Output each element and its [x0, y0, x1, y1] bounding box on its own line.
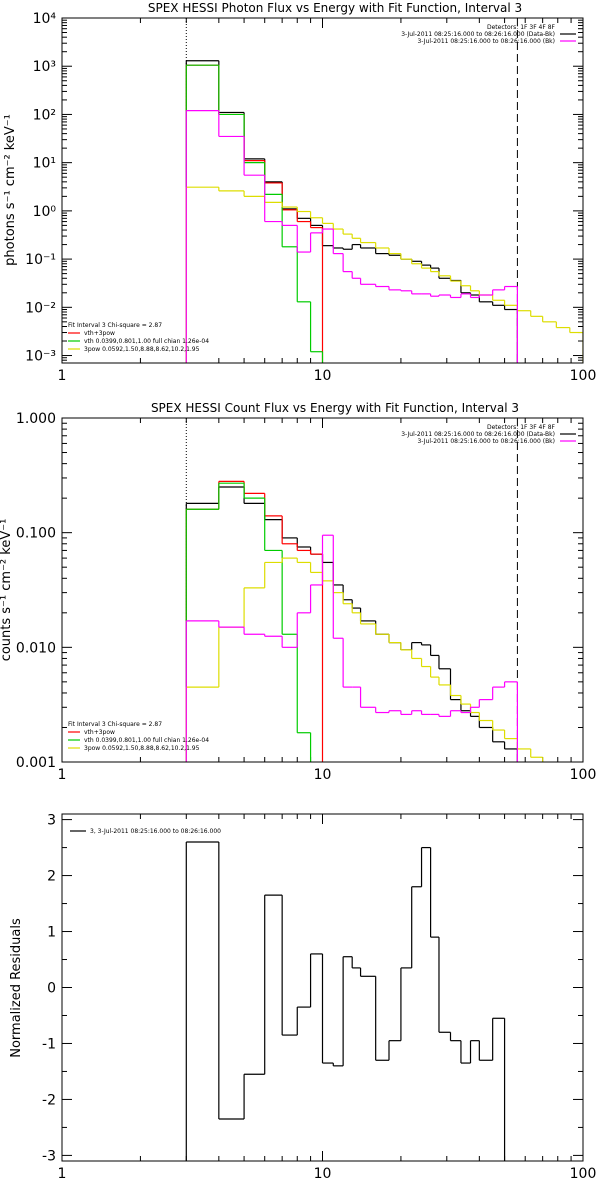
photon-legend-entry: Detectors: 1F 3F 4F 8F — [487, 24, 556, 31]
count-chart-title: SPEX HESSI Count Flux vs Energy with Fit… — [151, 401, 519, 415]
photon-series-3 — [185, 186, 583, 363]
count-flux-panel: SPEX HESSI Count Flux vs Energy with Fit… — [0, 401, 597, 783]
count-y-tick-label: 0.010 — [16, 640, 56, 656]
residuals-series-0 — [185, 841, 506, 1161]
count-x-tick-label: 100 — [570, 767, 597, 783]
photon-x-tick-label: 10 — [314, 368, 332, 384]
photon-y-tick-label: 10³ — [33, 59, 56, 75]
residuals-y-tick-label: -2 — [42, 1092, 56, 1108]
count-legend-entry: 3-Jul-2011 08:25:16.000 to 08:26:16.000 … — [401, 431, 555, 438]
photon-plot-frame — [61, 17, 584, 364]
count-legend-entry: 3pow 0.0592,1.50,8.88,8.62,10.2,1.95 — [84, 745, 200, 752]
residuals-plot-frame — [61, 813, 584, 1162]
photon-legend-entry: 3-Jul-2011 08:25:16.000 to 08:26:16.000 … — [417, 38, 555, 45]
count-legend-top: Detectors: 1F 3F 4F 8F3-Jul-2011 08:25:1… — [401, 424, 576, 445]
residuals-x-tick-label: 1 — [58, 1166, 67, 1182]
count-x-tick-label: 1 — [58, 767, 67, 783]
photon-y-tick-label: 10⁰ — [33, 204, 57, 220]
count-legend-entry: 3-Jul-2011 08:25:16.000 to 08:26:16.000 … — [417, 438, 555, 445]
residuals-legend-top: 3, 3-Jul-2011 08:25:16.000 to 08:26:16.0… — [70, 828, 221, 835]
photon-series-2 — [185, 64, 324, 363]
photon-y-tick-label: 10⁻¹ — [25, 252, 56, 268]
count-series-4 — [185, 534, 519, 762]
count-y-tick-label: 0.001 — [16, 755, 56, 771]
photon-legend-top: Detectors: 1F 3F 4F 8F3-Jul-2011 08:25:1… — [401, 24, 576, 45]
photon-legend-entry: 3-Jul-2011 08:25:16.000 to 08:26:16.000 … — [401, 31, 555, 38]
count-legend-entry: vth 0.0399,0.801,1.00 full chian 1.26e-0… — [84, 737, 209, 744]
count-series-2 — [185, 482, 312, 762]
count-plot-frame — [61, 417, 584, 763]
photon-legend-entry: Fit Interval 3 Chi-square = 2.87 — [68, 322, 162, 329]
photon-y-tick-label: 10⁻² — [25, 300, 56, 316]
count-legend-entry: Detectors: 1F 3F 4F 8F — [487, 424, 556, 431]
photon-series-4 — [185, 110, 519, 363]
photon-legend-entry: 3pow 0.0592,1.50,8.88,8.62,10.2,1.95 — [84, 346, 200, 353]
photon-series-1 — [185, 64, 324, 363]
photon-series-0 — [185, 60, 519, 363]
count-legend-entry: vth+3pow — [84, 729, 115, 736]
photon-x-tick-label: 1 — [58, 368, 67, 384]
residuals-x-tick-label: 100 — [570, 1166, 597, 1182]
photon-legend-bottom: Fit Interval 3 Chi-square = 2.87vth+3pow… — [68, 322, 209, 353]
count-x-tick-label: 10 — [314, 767, 332, 783]
residuals-x-tick-label: 10 — [314, 1166, 332, 1182]
photon-y-tick-label: 10⁴ — [33, 11, 57, 27]
residuals-legend-entry: 3, 3-Jul-2011 08:25:16.000 to 08:26:16.0… — [90, 828, 221, 835]
photon-legend-entry: vth 0.0399,0.801,1.00 full chian 1.26e-0… — [84, 338, 209, 345]
count-y-tick-label: 0.100 — [16, 526, 56, 542]
residuals-y-tick-label: 3 — [47, 813, 56, 829]
residuals-y-tick-label: 0 — [47, 981, 56, 997]
count-legend-bottom: Fit Interval 3 Chi-square = 2.87vth+3pow… — [68, 721, 209, 752]
count-series-1 — [185, 480, 324, 762]
photon-legend-entry: vth+3pow — [84, 330, 115, 337]
photon-flux-panel: SPEX HESSI Photon Flux vs Energy with Fi… — [3, 1, 596, 384]
photon-y-tick-label: 10⁻³ — [25, 349, 56, 365]
count-y-tick-label: 1.000 — [16, 411, 56, 427]
photon-x-tick-label: 100 — [570, 368, 597, 384]
photon-y-axis-label: photons s⁻¹ cm⁻² keV⁻¹ — [3, 114, 18, 266]
residuals-y-tick-label: 2 — [47, 869, 56, 885]
residuals-y-axis-label: Normalized Residuals — [9, 918, 24, 1058]
residuals-y-tick-label: -3 — [42, 1148, 56, 1164]
photon-chart-title: SPEX HESSI Photon Flux vs Energy with Fi… — [148, 1, 522, 15]
count-legend-entry: Fit Interval 3 Chi-square = 2.87 — [68, 721, 162, 728]
residuals-panel: 1 10 100 -3 -2 -1 0 1 2 3 3, 3-Jul-2011 08:25:16.0… — [9, 813, 596, 1182]
photon-y-tick-label: 10¹ — [33, 156, 56, 172]
photon-y-tick-label: 10² — [33, 107, 56, 123]
count-series-0 — [185, 486, 519, 762]
residuals-y-tick-label: -1 — [42, 1036, 56, 1052]
residuals-y-tick-label: 1 — [47, 925, 56, 941]
count-y-axis-label: counts s⁻¹ cm⁻² keV⁻¹ — [0, 519, 14, 662]
count-series-3 — [185, 557, 544, 762]
